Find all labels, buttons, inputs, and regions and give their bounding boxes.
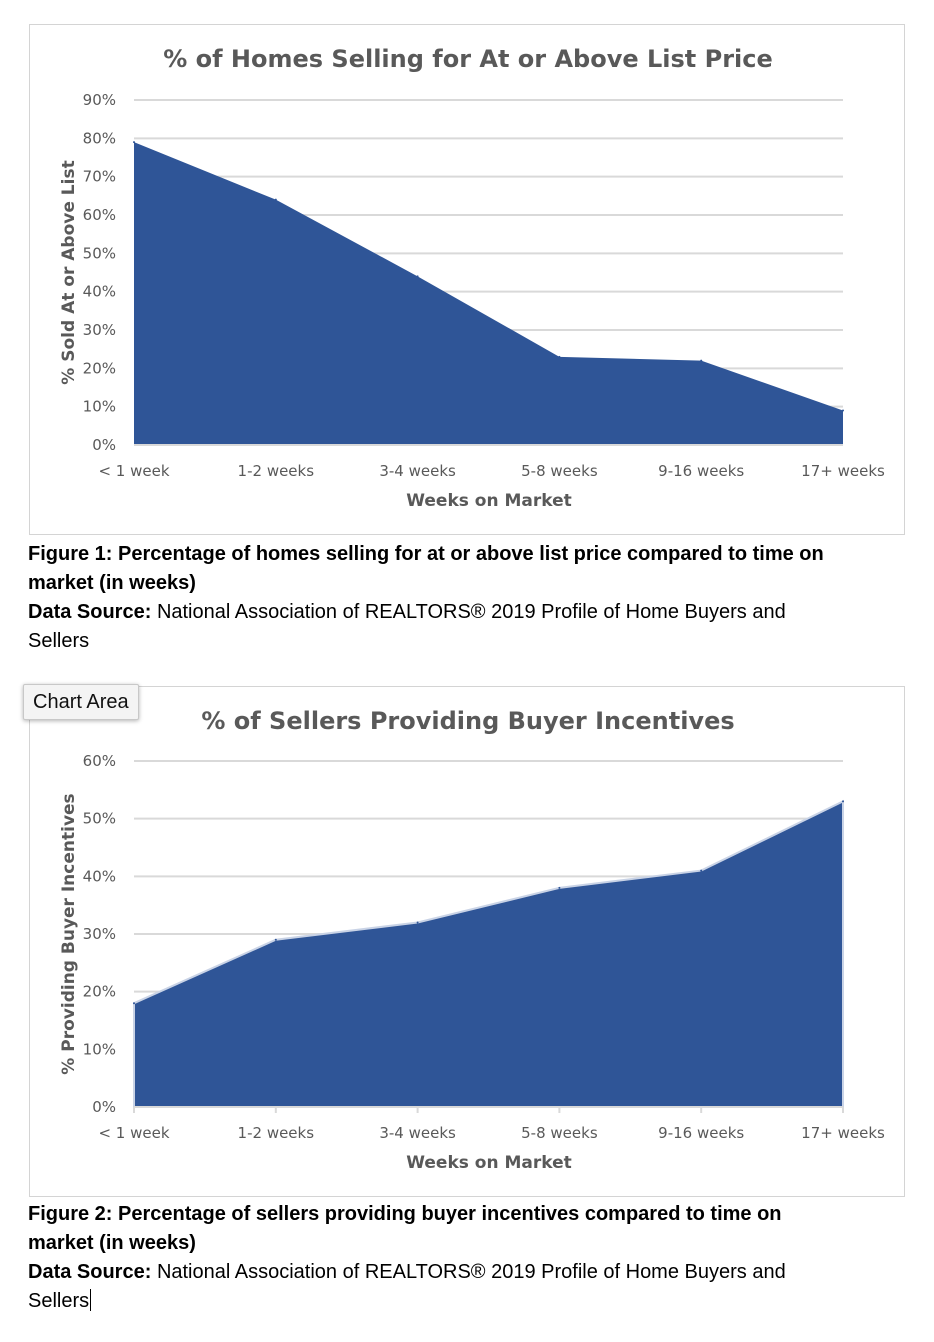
data-point bbox=[274, 938, 277, 941]
chart-title: % of Homes Selling for At or Above List … bbox=[163, 45, 773, 73]
data-point bbox=[700, 359, 703, 362]
y-tick-label: 60% bbox=[83, 752, 116, 770]
chart-svg-1: % of Homes Selling for At or Above List … bbox=[59, 45, 885, 511]
y-tick-label: 40% bbox=[83, 867, 116, 885]
data-point bbox=[558, 886, 561, 889]
y-tick-label: 20% bbox=[83, 983, 116, 1001]
y-axis-label: % Providing Buyer Incentives bbox=[59, 793, 79, 1074]
chart-svg-2: % of Sellers Providing Buyer Incentives 0… bbox=[59, 707, 885, 1173]
y-tick-label: 0% bbox=[92, 436, 116, 454]
data-point bbox=[416, 275, 419, 278]
chart-title: % of Sellers Providing Buyer Incentives bbox=[201, 707, 734, 735]
y-tick-label: 0% bbox=[92, 1098, 116, 1116]
y-tick-label: 10% bbox=[83, 398, 116, 416]
x-axis-label: Weeks on Market bbox=[406, 1153, 572, 1173]
y-tick-label: 50% bbox=[83, 810, 116, 828]
y-tick-label: 90% bbox=[83, 91, 116, 109]
y-tick-label: 80% bbox=[83, 129, 116, 147]
source-label: Data Source: bbox=[28, 1261, 152, 1283]
y-tick-label: 70% bbox=[83, 168, 116, 186]
y-tick-label: 60% bbox=[83, 206, 116, 224]
y-axis-label: % Sold At or Above List bbox=[59, 160, 79, 384]
x-tick-label: < 1 week bbox=[98, 462, 169, 480]
y-tick-label: 30% bbox=[83, 925, 116, 943]
x-tick-label: 9-16 weeks bbox=[658, 1124, 744, 1142]
x-tick-label: 3-4 weeks bbox=[379, 1124, 456, 1142]
y-tick-label: 30% bbox=[83, 321, 116, 339]
x-tick-label: 5-8 weeks bbox=[521, 462, 598, 480]
x-tick-label: 17+ weeks bbox=[801, 1124, 885, 1142]
chart-area-2[interactable]: % of Sellers Providing Buyer Incentives 0… bbox=[29, 686, 905, 1197]
y-tick-label: 40% bbox=[83, 283, 116, 301]
figure-caption-2: Figure 2: Percentage of sellers providin… bbox=[28, 1200, 848, 1316]
x-tick-label: 3-4 weeks bbox=[379, 462, 456, 480]
y-tick-label: 50% bbox=[83, 244, 116, 262]
source-text: National Association of REALTORS® 2019 P… bbox=[28, 601, 786, 652]
figure-title: Figure 2: Percentage of sellers providin… bbox=[28, 1203, 782, 1254]
x-tick-label: 5-8 weeks bbox=[521, 1124, 598, 1142]
x-tick-label: < 1 week bbox=[98, 1124, 169, 1142]
text-cursor bbox=[90, 1289, 92, 1311]
figure-title: Figure 1: Percentage of homes selling fo… bbox=[28, 543, 824, 594]
chart-area-1[interactable]: % of Homes Selling for At or Above List … bbox=[29, 24, 905, 535]
area-series bbox=[133, 799, 844, 1108]
data-point bbox=[700, 869, 703, 872]
x-tick-label: 1-2 weeks bbox=[238, 462, 315, 480]
source-label: Data Source: bbox=[28, 601, 152, 623]
x-tick-label: 1-2 weeks bbox=[238, 1124, 315, 1142]
data-point bbox=[274, 198, 277, 201]
data-point bbox=[842, 800, 844, 803]
x-axis-label: Weeks on Market bbox=[406, 491, 572, 511]
source-text: National Association of REALTORS® 2019 P… bbox=[28, 1261, 786, 1312]
y-tick-label: 20% bbox=[83, 359, 116, 377]
data-point bbox=[416, 921, 419, 924]
data-point bbox=[133, 1002, 135, 1005]
x-tick-label: 9-16 weeks bbox=[658, 462, 744, 480]
y-tick-label: 10% bbox=[83, 1040, 116, 1058]
data-point bbox=[133, 141, 135, 144]
area-series bbox=[134, 142, 843, 445]
x-tick-label: 17+ weeks bbox=[801, 462, 885, 480]
figure-caption-1: Figure 1: Percentage of homes selling fo… bbox=[28, 540, 848, 656]
chart-area-tooltip: Chart Area bbox=[23, 684, 139, 720]
data-point bbox=[842, 409, 844, 412]
data-point bbox=[558, 355, 561, 358]
